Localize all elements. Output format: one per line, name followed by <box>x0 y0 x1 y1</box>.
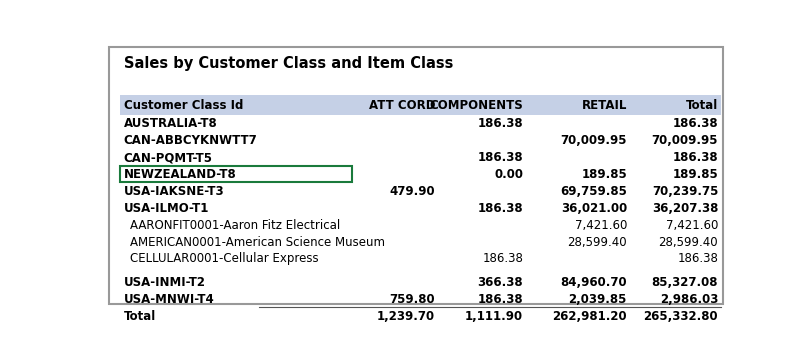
Text: 189.85: 189.85 <box>581 168 626 181</box>
Text: Customer Class Id: Customer Class Id <box>123 99 242 112</box>
Text: 28,599.40: 28,599.40 <box>658 236 718 248</box>
Text: 69,759.85: 69,759.85 <box>560 185 626 198</box>
Text: 1,111.90: 1,111.90 <box>465 310 522 323</box>
Text: Sales by Customer Class and Item Class: Sales by Customer Class and Item Class <box>123 56 453 71</box>
Text: 186.38: 186.38 <box>477 202 522 215</box>
Text: 186.38: 186.38 <box>676 252 718 266</box>
Text: NEWZEALAND-T8: NEWZEALAND-T8 <box>123 168 236 181</box>
Text: 7,421.60: 7,421.60 <box>574 219 626 232</box>
Text: ATT CORD: ATT CORD <box>368 99 435 112</box>
Text: 0.00: 0.00 <box>494 168 522 181</box>
Text: CAN-ABBCYKNWTT7: CAN-ABBCYKNWTT7 <box>123 134 257 147</box>
Text: 70,009.95: 70,009.95 <box>651 134 718 147</box>
Text: USA-ILMO-T1: USA-ILMO-T1 <box>123 202 208 215</box>
Text: 70,009.95: 70,009.95 <box>560 134 626 147</box>
Text: 186.38: 186.38 <box>477 117 522 130</box>
Text: 1,239.70: 1,239.70 <box>376 310 435 323</box>
Text: 84,960.70: 84,960.70 <box>560 276 626 289</box>
Text: 186.38: 186.38 <box>482 252 522 266</box>
Text: 265,332.80: 265,332.80 <box>643 310 718 323</box>
Text: 759.80: 759.80 <box>389 293 435 306</box>
Text: USA-MNWI-T4: USA-MNWI-T4 <box>123 293 214 306</box>
FancyBboxPatch shape <box>109 47 723 304</box>
Text: 186.38: 186.38 <box>672 117 718 130</box>
Text: 186.38: 186.38 <box>477 293 522 306</box>
Text: Total: Total <box>685 99 718 112</box>
Text: CELLULAR0001-Cellular Express: CELLULAR0001-Cellular Express <box>130 252 318 266</box>
Text: 36,207.38: 36,207.38 <box>651 202 718 215</box>
Text: 2,986.03: 2,986.03 <box>659 293 718 306</box>
Text: 186.38: 186.38 <box>672 151 718 164</box>
Text: COMPONENTS: COMPONENTS <box>429 99 522 112</box>
Text: Total: Total <box>123 310 156 323</box>
Text: CAN-PQMT-T5: CAN-PQMT-T5 <box>123 151 212 164</box>
Text: 262,981.20: 262,981.20 <box>551 310 626 323</box>
Text: 7,421.60: 7,421.60 <box>665 219 718 232</box>
Text: USA-IAKSNE-T3: USA-IAKSNE-T3 <box>123 185 224 198</box>
Text: RETAIL: RETAIL <box>581 99 626 112</box>
Text: 189.85: 189.85 <box>672 168 718 181</box>
Text: 85,327.08: 85,327.08 <box>651 276 718 289</box>
Text: USA-INMI-T2: USA-INMI-T2 <box>123 276 205 289</box>
Text: AARONFIT0001-Aaron Fitz Electrical: AARONFIT0001-Aaron Fitz Electrical <box>130 219 340 232</box>
Text: 70,239.75: 70,239.75 <box>651 185 718 198</box>
Text: 36,021.00: 36,021.00 <box>560 202 626 215</box>
Bar <box>120 95 720 116</box>
Text: AMERICAN0001-American Science Museum: AMERICAN0001-American Science Museum <box>130 236 384 248</box>
Text: 2,039.85: 2,039.85 <box>568 293 626 306</box>
Text: AUSTRALIA-T8: AUSTRALIA-T8 <box>123 117 217 130</box>
Text: 28,599.40: 28,599.40 <box>567 236 626 248</box>
Text: 186.38: 186.38 <box>477 151 522 164</box>
Text: 479.90: 479.90 <box>389 185 435 198</box>
Text: 366.38: 366.38 <box>477 276 522 289</box>
